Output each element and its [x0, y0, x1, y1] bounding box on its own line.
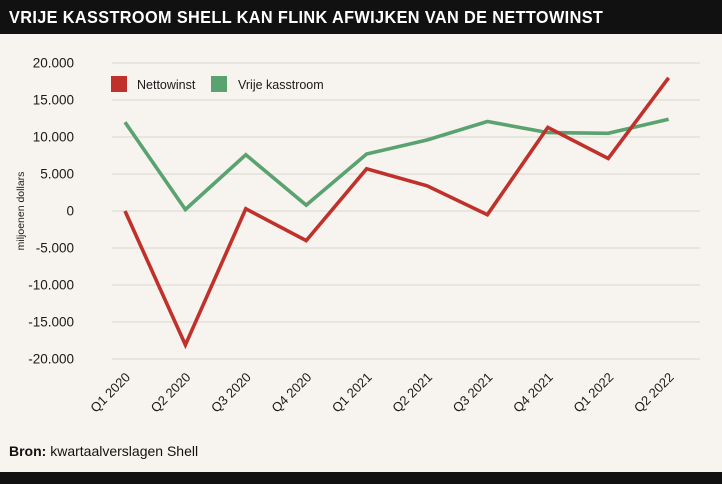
- x-tick-label: Q3 2021: [450, 370, 496, 416]
- gridlines: [112, 62, 700, 360]
- y-tick-label: -5.000: [36, 241, 74, 256]
- x-tick-label: Q1 2020: [87, 370, 133, 416]
- legend-swatch: [111, 76, 127, 92]
- source-text: kwartaalverslagen Shell: [50, 443, 199, 459]
- y-axis-label-group: miljoenen dollars: [15, 172, 27, 251]
- y-tick-label: 0: [66, 204, 74, 219]
- x-tick-label: Q4 2020: [268, 370, 314, 416]
- y-tick-label: 15.000: [33, 93, 74, 108]
- y-tick-label: -20.000: [28, 352, 74, 367]
- source-note: Bron: kwartaalverslagen Shell: [9, 443, 198, 459]
- x-tick-label: Q1 2021: [329, 370, 375, 416]
- x-tick-label: Q2 2021: [389, 370, 435, 416]
- x-axis-tick-labels: Q1 2020 Q2 2020 Q3 2020 Q4 2020 Q1 2021 Q2 20…: [87, 370, 676, 416]
- title-bar: VRIJE KASSTROOM SHELL KAN FLINK AFWIJKEN…: [0, 0, 722, 34]
- legend-label: Nettowinst: [137, 78, 196, 92]
- legend: Nettowinst Vrije kasstroom: [111, 76, 324, 92]
- y-axis-label: miljoenen dollars: [15, 172, 27, 251]
- x-tick-label: Q2 2020: [148, 370, 194, 416]
- y-tick-label: 5.000: [40, 167, 74, 182]
- source-label: Bron:: [9, 443, 47, 459]
- legend-swatch: [211, 76, 227, 92]
- y-axis-tick-labels: 20.000 15.000 10.000 5.000 0 -5.000 -10.000 -15…: [28, 56, 74, 367]
- y-tick-label: -10.000: [28, 278, 74, 293]
- x-tick-label: Q1 2022: [570, 370, 616, 416]
- series-line-nettowinst: [123, 76, 671, 350]
- x-tick-label: Q2 2022: [631, 370, 677, 416]
- y-tick-label: -15.000: [28, 315, 74, 330]
- x-tick-label: Q4 2021: [510, 370, 556, 416]
- series-line-vrije-kasstroom: [123, 117, 670, 213]
- chart-title: VRIJE KASSTROOM SHELL KAN FLINK AFWIJKEN…: [9, 7, 604, 27]
- x-tick-label: Q3 2020: [208, 370, 254, 416]
- y-tick-label: 20.000: [33, 56, 74, 71]
- series-lines: [123, 76, 671, 350]
- bottom-bar: [0, 472, 722, 484]
- legend-label: Vrije kasstroom: [238, 78, 324, 92]
- y-tick-label: 10.000: [33, 130, 74, 145]
